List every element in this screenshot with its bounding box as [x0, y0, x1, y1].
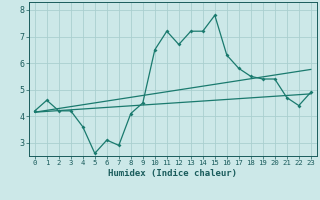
X-axis label: Humidex (Indice chaleur): Humidex (Indice chaleur): [108, 169, 237, 178]
